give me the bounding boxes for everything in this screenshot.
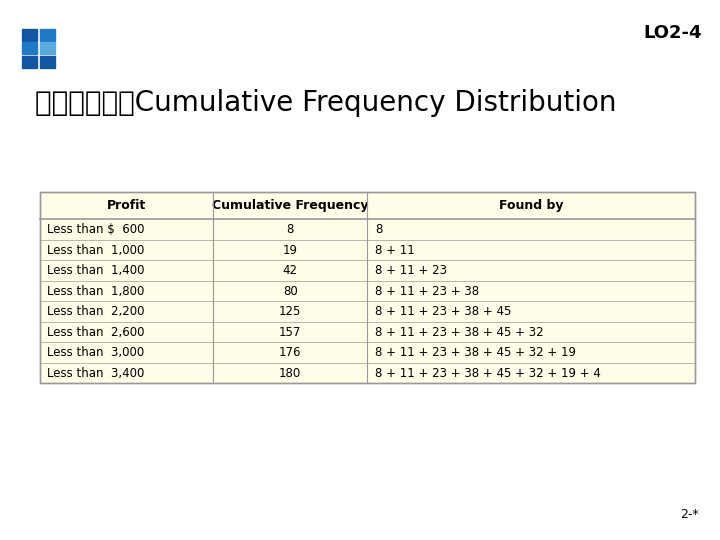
Text: 累積次數分配Cumulative Frequency Distribution: 累積次數分配Cumulative Frequency Distribution [35,89,616,117]
Text: 8 + 11 + 23 + 38 + 45 + 32 + 19: 8 + 11 + 23 + 38 + 45 + 32 + 19 [375,346,576,359]
Text: 8: 8 [287,223,294,236]
Text: Less than  2,200: Less than 2,200 [48,305,145,318]
Text: 180: 180 [279,367,302,380]
Bar [40,29,55,40]
Text: 125: 125 [279,305,302,318]
Text: Profit: Profit [107,199,146,212]
Text: 19: 19 [283,244,297,256]
Text: 157: 157 [279,326,302,339]
Text: Found by: Found by [499,199,563,212]
Text: 2-*: 2-* [680,508,698,521]
Text: 42: 42 [283,264,297,277]
Text: 8 + 11 + 23: 8 + 11 + 23 [375,264,447,277]
Text: 80: 80 [283,285,297,298]
Text: 8 + 11 + 23 + 38 + 45: 8 + 11 + 23 + 38 + 45 [375,305,511,318]
Text: 8 + 11 + 23 + 38: 8 + 11 + 23 + 38 [375,285,480,298]
Text: Less than  1,400: Less than 1,400 [48,264,145,277]
Text: 8 + 11: 8 + 11 [375,244,415,256]
Bar [40,56,55,68]
Text: 8 + 11 + 23 + 38 + 45 + 32 + 19 + 4: 8 + 11 + 23 + 38 + 45 + 32 + 19 + 4 [375,367,601,380]
Text: 8: 8 [375,223,382,236]
Bar [40,42,55,54]
Text: Cumulative Frequency: Cumulative Frequency [212,199,369,212]
Text: 8 + 11 + 23 + 38 + 45 + 32: 8 + 11 + 23 + 38 + 45 + 32 [375,326,544,339]
Text: Less than  1,800: Less than 1,800 [48,285,145,298]
Text: Less than  2,600: Less than 2,600 [48,326,145,339]
Text: Less than  3,400: Less than 3,400 [48,367,145,380]
Bar [40,192,695,383]
Bar [22,29,37,40]
Text: Less than  3,000: Less than 3,000 [48,346,145,359]
Text: Less than  1,000: Less than 1,000 [48,244,145,256]
Bar [22,42,37,54]
Text: Less than $  600: Less than $ 600 [48,223,145,236]
Bar [40,192,695,383]
Text: 176: 176 [279,346,302,359]
Text: LO2-4: LO2-4 [644,24,702,42]
Bar [22,56,37,68]
